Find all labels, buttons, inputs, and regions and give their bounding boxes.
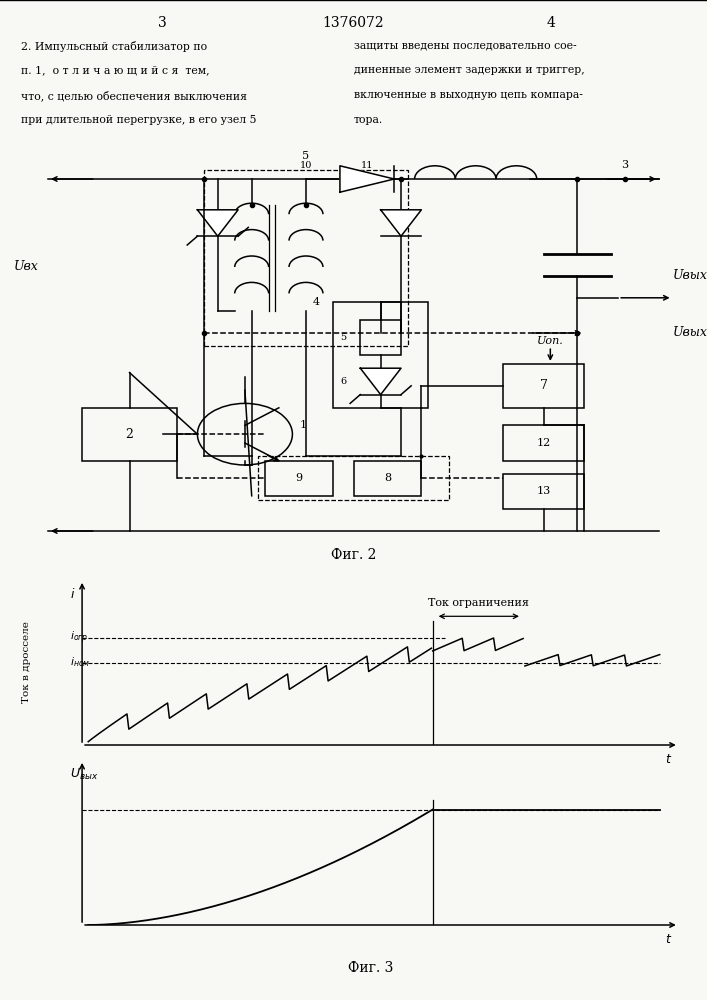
Text: 4: 4: [312, 297, 320, 307]
Text: $i_{ном}$: $i_{ном}$: [70, 656, 90, 669]
Text: 8: 8: [384, 473, 391, 483]
Text: 12: 12: [537, 438, 551, 448]
Text: диненные элемент задержки и триггер,: диненные элемент задержки и триггер,: [354, 65, 584, 75]
Text: защиты введены последовательно сое-: защиты введены последовательно сое-: [354, 40, 576, 50]
Bar: [503, 364, 584, 408]
Text: п. 1,  о т л и ч а ю щ и й с я  тем,: п. 1, о т л и ч а ю щ и й с я тем,: [21, 65, 210, 75]
Text: 4: 4: [547, 16, 556, 30]
Bar: [503, 474, 584, 509]
Text: при длительной перегрузке, в его узел 5: при длительной перегрузке, в его узел 5: [21, 115, 257, 125]
Bar: [354, 461, 421, 496]
Text: 1376072: 1376072: [322, 16, 385, 30]
Text: Uвх: Uвх: [14, 260, 39, 273]
Text: 5: 5: [303, 151, 310, 161]
Text: $i_{огр}$: $i_{огр}$: [70, 630, 88, 646]
Bar: [503, 425, 584, 461]
Text: 11: 11: [361, 161, 373, 170]
Text: тора.: тора.: [354, 115, 382, 125]
Text: включенные в выходную цепь компара-: включенные в выходную цепь компара-: [354, 90, 583, 100]
Text: Фиг. 2: Фиг. 2: [331, 548, 376, 562]
Polygon shape: [361, 368, 401, 395]
Text: 2. Импульсный стабилизатор по: 2. Импульсный стабилизатор по: [21, 40, 207, 51]
Bar: [265, 461, 333, 496]
Polygon shape: [380, 210, 421, 236]
Bar: [259, 456, 448, 500]
Text: 10: 10: [300, 161, 312, 170]
Text: Ток ограничения: Ток ограничения: [428, 598, 530, 608]
Text: 9: 9: [296, 473, 303, 483]
Text: 13: 13: [537, 486, 551, 496]
Polygon shape: [340, 166, 395, 192]
Bar: [333, 302, 428, 408]
Text: 5: 5: [341, 333, 346, 342]
Text: 3: 3: [158, 16, 167, 30]
Text: $U_{вых}$: $U_{вых}$: [70, 767, 98, 782]
Text: 6: 6: [341, 377, 346, 386]
Text: Ток в дросселе: Ток в дросселе: [22, 622, 31, 703]
Bar: [82, 408, 177, 461]
Text: 7: 7: [539, 379, 547, 392]
Text: что, с целью обеспечения выключения: что, с целью обеспечения выключения: [21, 90, 247, 101]
Text: Uвых: Uвых: [672, 269, 707, 282]
Bar: [361, 320, 401, 355]
Text: $i$: $i$: [70, 587, 75, 601]
Text: $t$: $t$: [665, 753, 672, 766]
Bar: [204, 170, 408, 346]
Text: Uоп.: Uоп.: [537, 336, 563, 346]
Text: Uвых: Uвых: [672, 326, 707, 340]
Text: $t$: $t$: [665, 933, 672, 946]
Text: 1: 1: [299, 420, 306, 430]
Text: 2: 2: [126, 428, 134, 441]
Text: 3: 3: [621, 160, 629, 170]
Text: Фиг. 3: Фиг. 3: [349, 961, 394, 975]
Polygon shape: [197, 210, 238, 236]
